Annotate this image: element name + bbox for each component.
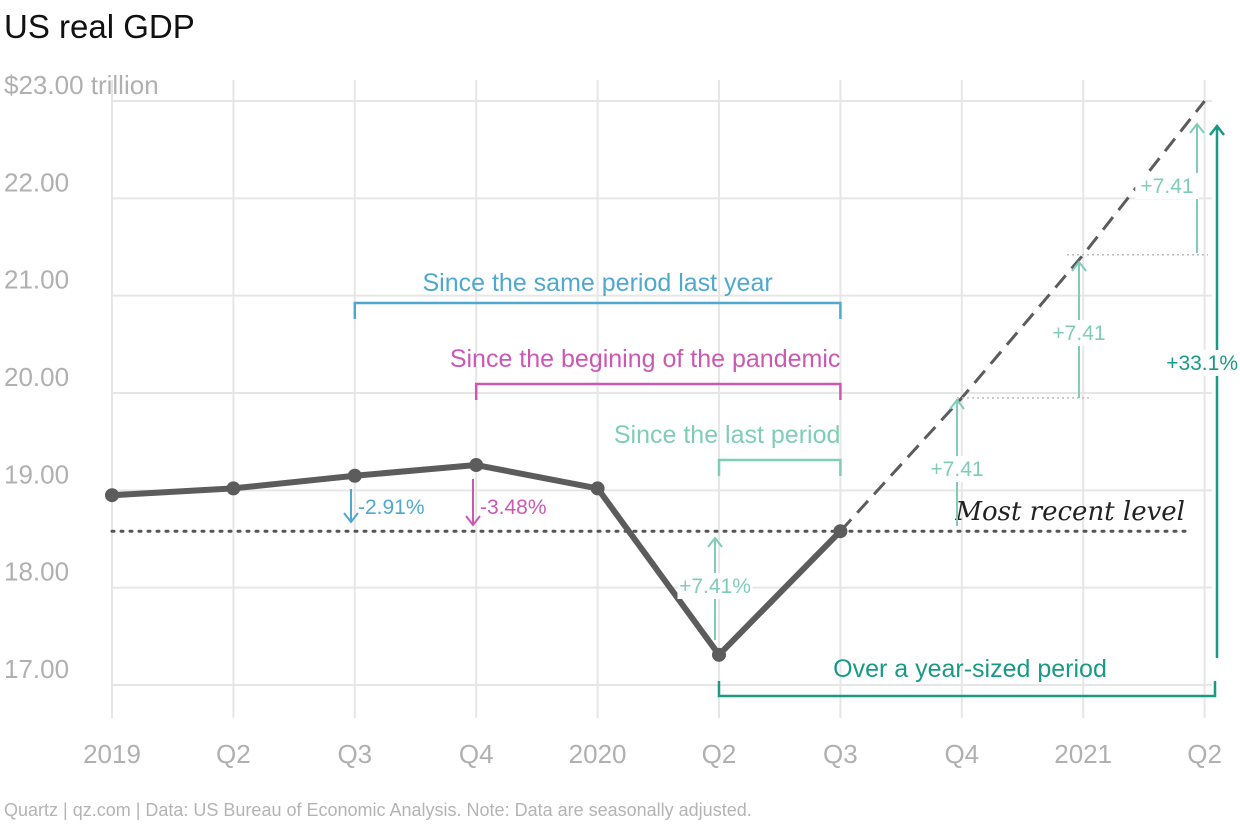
bracket [717,458,842,476]
y-tick-label: 18.00 [4,557,69,587]
change-arrow-head [707,536,723,548]
gdp-point [226,481,241,496]
x-tick-label: 2021 [1054,739,1112,769]
change-arrow-head [1209,123,1225,136]
y-tick-label: 19.00 [4,459,69,489]
y-tick-label: 21.00 [4,265,69,295]
change-label: -2.91% [358,496,425,519]
x-tick-label: Q2 [702,739,737,769]
change-label-bg [1135,173,1199,199]
gdp-point [712,647,726,662]
most-recent-level-label: Most recent level [954,497,1185,527]
bracket [717,681,1217,698]
change-label: +7.41 [1052,322,1105,345]
gdp-point [590,481,605,496]
x-tick-label: Q4 [459,739,494,769]
change-arrow-head [1189,122,1205,134]
bracket-label: Since the begining of the pandemic [450,345,841,373]
bracket [353,301,842,319]
change-label-bg [1163,350,1238,376]
bracket-label: Over a year-sized period [833,655,1107,683]
projection-line [839,100,1206,533]
change-label-bg [1047,320,1111,346]
source-note: Quartz | qz.com | Data: US Bureau of Eco… [4,800,752,820]
y-tick-label: 20.00 [4,362,69,392]
bracket [474,382,842,400]
gdp-point [347,468,362,483]
bracket-label: Since the last period [614,421,841,449]
gdp-point [105,488,119,503]
change-label: +7.41 [930,458,983,481]
x-tick-label: Q4 [944,739,979,769]
x-tick-label: Q2 [1187,739,1222,769]
x-tick-label: 2019 [83,739,141,769]
gdp-point [833,524,848,539]
y-tick-label: 17.00 [4,654,69,684]
page-title: US real GDP [4,8,195,45]
change-arrow-head [465,515,481,527]
change-label: +7.41 [1140,175,1193,198]
change-label: +33.1% [1166,352,1238,375]
x-tick-label: 2020 [569,739,627,769]
change-label: +7.41% [679,575,751,598]
change-label-bg [677,573,753,599]
change-arrow-head [949,398,965,410]
y-tick-label: $23.00 trillion [4,70,159,100]
change-label: -3.48% [480,496,547,519]
change-arrow-head [343,512,359,524]
x-tick-label: Q3 [823,739,858,769]
change-arrow-head [1071,260,1087,272]
y-tick-label: 22.00 [4,167,69,197]
gdp-point [469,458,484,473]
x-tick-label: Q3 [337,739,372,769]
change-label-bg [925,456,989,482]
bracket-label: Since the same period last year [423,269,773,297]
x-tick-label: Q2 [216,739,251,769]
